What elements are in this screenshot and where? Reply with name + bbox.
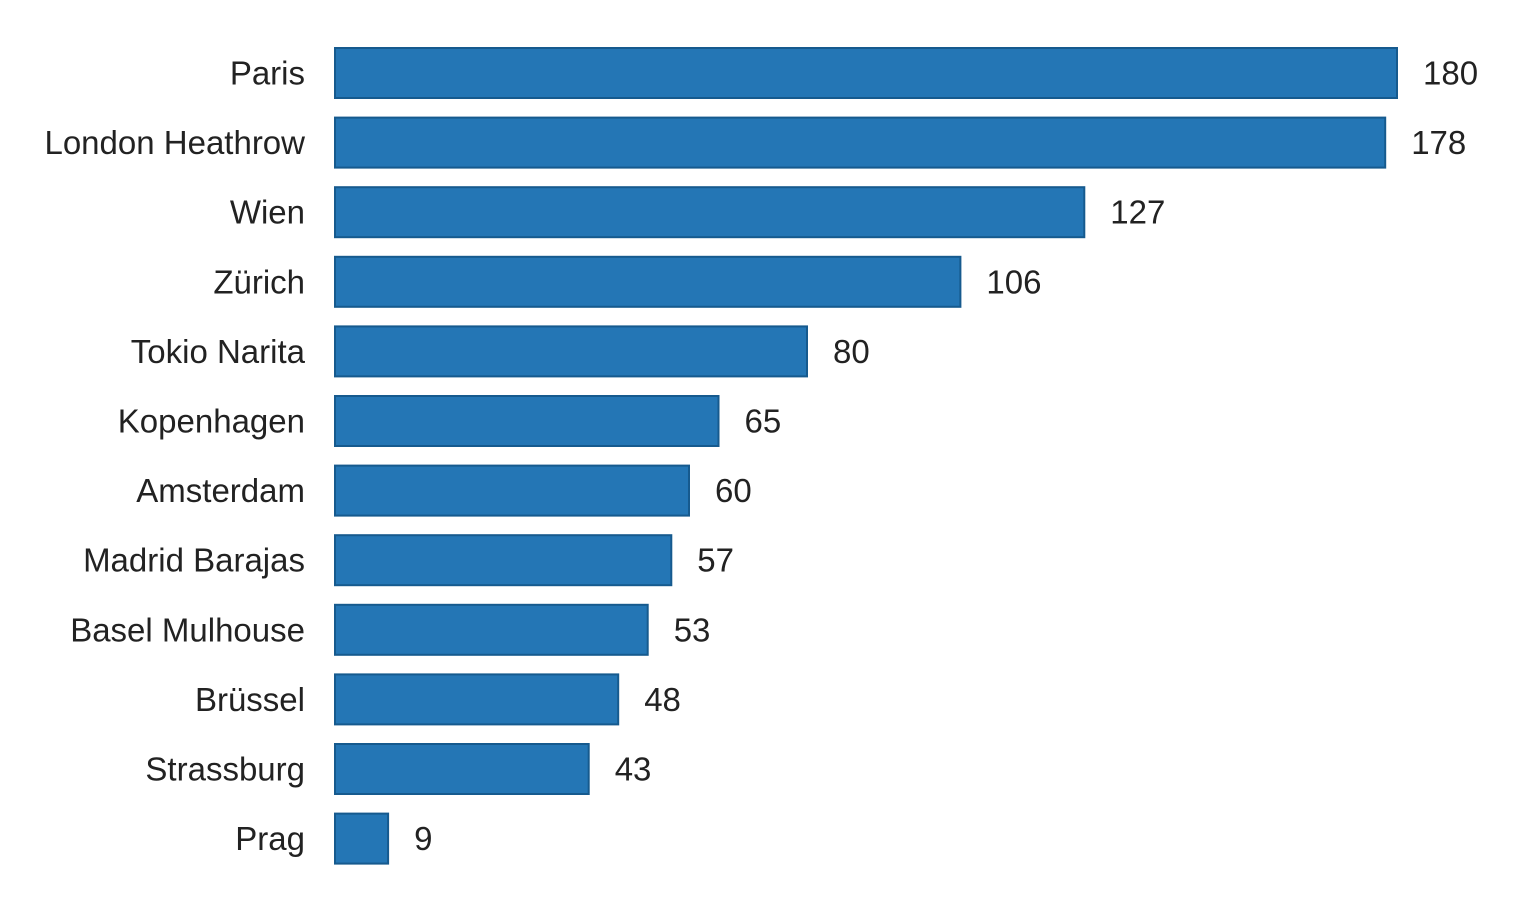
category-label: Kopenhagen [118, 403, 305, 440]
bars [334, 47, 1398, 865]
data-label: 48 [644, 681, 681, 718]
category-label: Tokio Narita [131, 333, 306, 370]
category-labels: Paris London Heathrow Wien Zürich Tokio Nari… [44, 55, 305, 858]
category-label: Wien [230, 194, 305, 231]
bar [334, 743, 590, 795]
category-label: Amsterdam [136, 472, 305, 509]
category-label: Basel Mulhouse [70, 611, 305, 648]
bar [334, 116, 1387, 169]
bar [334, 186, 1086, 239]
data-label: 43 [615, 751, 652, 788]
category-label: London Heathrow [44, 124, 305, 161]
category-label: Zürich [213, 263, 305, 300]
bar [334, 47, 1398, 99]
data-label: 106 [986, 263, 1041, 300]
bar [334, 534, 673, 587]
bar [334, 325, 808, 378]
category-label: Brüssel [195, 681, 305, 718]
data-label: 80 [833, 333, 870, 370]
category-label: Strassburg [145, 751, 305, 788]
value-labels: 180 178 127 106 80 65 60 57 53 48 43 9 [414, 55, 1478, 858]
bar [334, 395, 720, 447]
bar [334, 603, 649, 656]
data-label: 127 [1110, 194, 1165, 231]
category-label: Prag [235, 820, 305, 857]
data-label: 60 [715, 472, 752, 509]
category-label: Paris [230, 55, 305, 92]
data-label: 57 [697, 542, 734, 579]
category-label: Madrid Barajas [83, 542, 305, 579]
data-label: 9 [414, 820, 432, 857]
bar [334, 673, 620, 726]
data-label: 65 [745, 403, 782, 440]
bar [334, 255, 962, 308]
data-label: 178 [1411, 124, 1466, 161]
bar [334, 464, 690, 517]
data-label: 53 [674, 611, 711, 648]
data-label: 180 [1423, 55, 1478, 92]
bar [334, 812, 390, 865]
